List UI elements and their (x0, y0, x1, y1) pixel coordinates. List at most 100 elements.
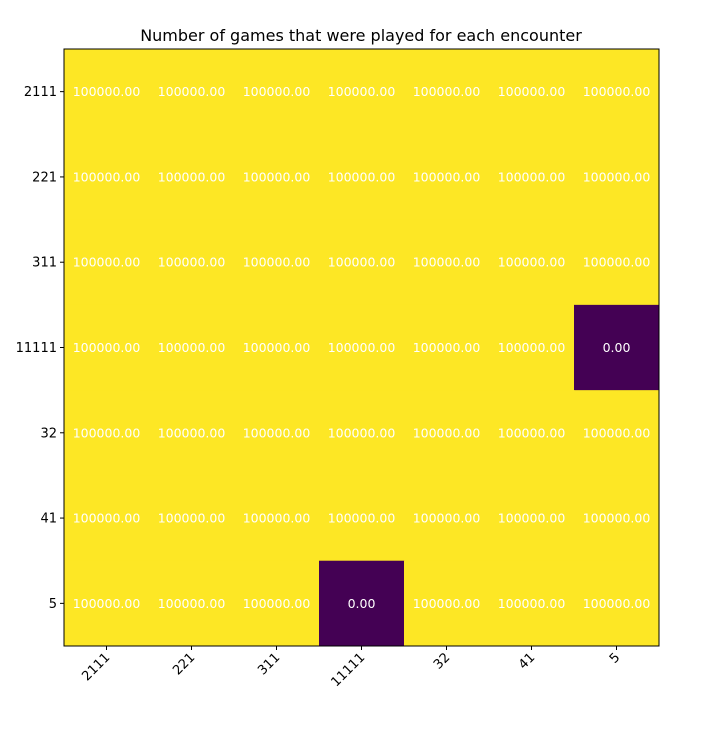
y-tick-label: 11111 (16, 341, 57, 356)
y-tick-label: 5 (49, 597, 57, 612)
heatmap-cell (404, 475, 490, 562)
cell-value-label: 0.00 (603, 340, 631, 355)
cell-value-label: 100000.00 (413, 511, 481, 526)
x-tick-label: 221 (170, 650, 198, 678)
heatmap-cell (574, 390, 660, 476)
cell-value-label: 100000.00 (158, 255, 226, 270)
cell-value-label: 100000.00 (583, 255, 651, 270)
heatmap-cells (64, 49, 660, 647)
cell-value-label: 100000.00 (498, 596, 566, 611)
heatmap-cell (64, 134, 150, 221)
x-tick-label: 41 (516, 650, 538, 672)
heatmap-cell (574, 560, 660, 647)
cell-value-label: 100000.00 (73, 425, 141, 440)
heatmap-cell (64, 304, 150, 391)
heatmap-cell (489, 475, 575, 562)
y-axis-ticks: 2111 221 311 11111 32 41 5 (16, 85, 64, 612)
heatmap-cell (574, 49, 660, 135)
cell-value-label: 100000.00 (73, 511, 141, 526)
cell-value-label: 100000.00 (73, 340, 141, 355)
heatmap-cell (64, 49, 150, 135)
cell-value-label: 100000.00 (413, 340, 481, 355)
heatmap-cell (574, 475, 660, 562)
cell-value-label: 100000.00 (498, 84, 566, 99)
chart-title: Number of games that were played for eac… (140, 26, 582, 45)
heatmap-cell (64, 390, 150, 476)
heatmap-cell (234, 219, 320, 306)
cell-value-label: 100000.00 (73, 169, 141, 184)
heatmap-cell (319, 219, 405, 306)
cell-value-labels: 100000.00 100000.00 100000.00 100000.00 1000… (73, 84, 651, 611)
heatmap-cell (489, 560, 575, 647)
heatmap-cell (404, 49, 490, 135)
heatmap-cell (574, 134, 660, 221)
cell-value-label: 100000.00 (413, 596, 481, 611)
cell-value-label: 100000.00 (498, 169, 566, 184)
cell-value-label: 100000.00 (73, 84, 141, 99)
x-tick-label: 11111 (328, 650, 368, 690)
cell-value-label: 100000.00 (413, 169, 481, 184)
heatmap-cell (234, 134, 320, 221)
cell-value-label: 100000.00 (328, 169, 396, 184)
cell-value-label: 100000.00 (158, 511, 226, 526)
cell-value-label: 100000.00 (73, 255, 141, 270)
heatmap-cell (64, 475, 150, 562)
cell-value-label: 100000.00 (243, 169, 311, 184)
heatmap-cell (319, 475, 405, 562)
cell-value-label: 100000.00 (583, 169, 651, 184)
heatmap-cell (234, 390, 320, 476)
cell-value-label: 100000.00 (243, 255, 311, 270)
y-tick-label: 311 (32, 256, 57, 271)
cell-value-label: 100000.00 (328, 511, 396, 526)
heatmap-cell (149, 560, 235, 647)
cell-value-label: 0.00 (348, 596, 376, 611)
heatmap-cell (319, 134, 405, 221)
cell-value-label: 100000.00 (498, 255, 566, 270)
heatmap-cell (574, 219, 660, 306)
heatmap-cell (319, 390, 405, 476)
heatmap-cell (149, 304, 235, 391)
heatmap-cell (574, 304, 660, 391)
y-tick-label: 41 (40, 512, 57, 527)
heatmap-cell (404, 304, 490, 391)
cell-value-label: 100000.00 (243, 596, 311, 611)
cell-value-label: 100000.00 (413, 255, 481, 270)
cell-value-label: 100000.00 (328, 425, 396, 440)
heatmap-cell (234, 49, 320, 135)
cell-value-label: 100000.00 (498, 425, 566, 440)
y-tick-label: 221 (32, 170, 57, 185)
heatmap-cell (489, 219, 575, 306)
y-tick-label: 2111 (24, 85, 57, 100)
heatmap-cell (319, 49, 405, 135)
heatmap-cell (404, 390, 490, 476)
heatmap-cell (404, 219, 490, 306)
heatmap-cell (489, 134, 575, 221)
x-tick-label: 2111 (79, 650, 113, 684)
heatmap-cell (489, 390, 575, 476)
heatmap-cell (489, 49, 575, 135)
cell-value-label: 100000.00 (243, 511, 311, 526)
heatmap-cell (149, 49, 235, 135)
y-tick-label: 32 (40, 426, 57, 441)
cell-value-label: 100000.00 (498, 340, 566, 355)
cell-value-label: 100000.00 (243, 340, 311, 355)
cell-value-label: 100000.00 (583, 511, 651, 526)
heatmap-cell (64, 219, 150, 306)
cell-value-label: 100000.00 (328, 340, 396, 355)
x-axis-ticks: 2111 221 311 11111 32 41 5 (79, 646, 623, 690)
heatmap-cell (319, 560, 405, 647)
heatmap-cell (404, 134, 490, 221)
heatmap-cell (489, 304, 575, 391)
cell-value-label: 100000.00 (243, 425, 311, 440)
cell-value-label: 100000.00 (583, 84, 651, 99)
cell-value-label: 100000.00 (583, 425, 651, 440)
heatmap-cell (234, 475, 320, 562)
cell-value-label: 100000.00 (498, 511, 566, 526)
heatmap-cell (404, 560, 490, 647)
cell-value-label: 100000.00 (328, 84, 396, 99)
heatmap-cell (234, 560, 320, 647)
heatmap-cell (319, 304, 405, 391)
cell-value-label: 100000.00 (413, 84, 481, 99)
heatmap-cell (149, 219, 235, 306)
